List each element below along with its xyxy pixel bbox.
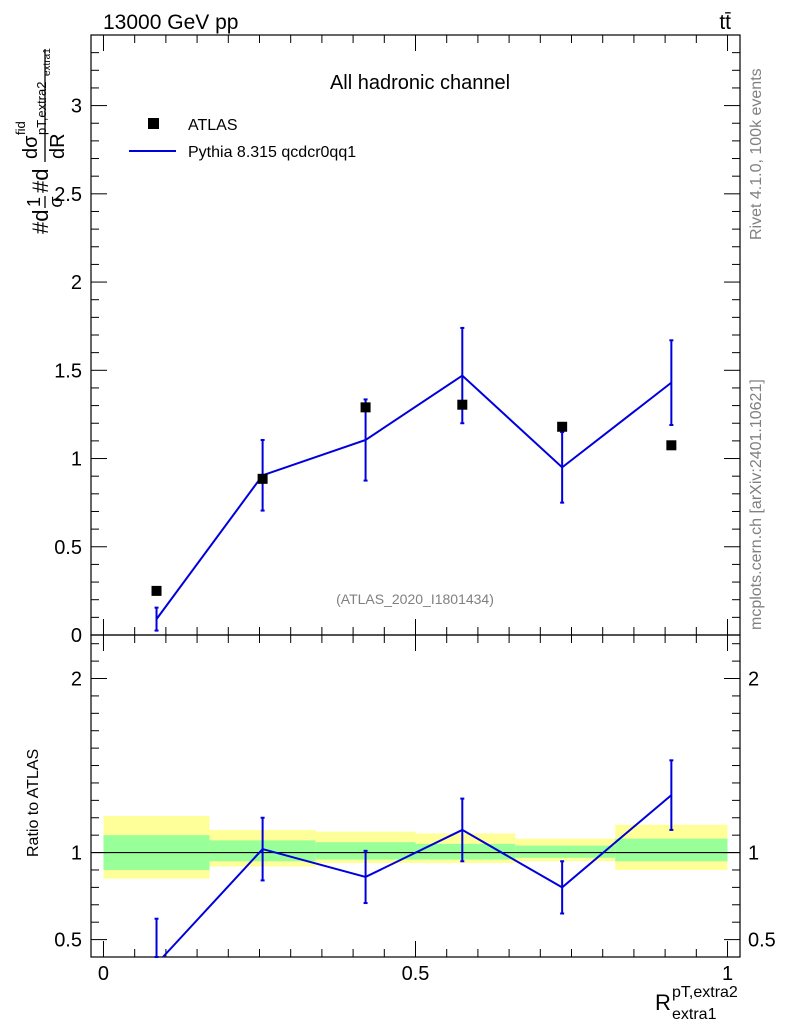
chart-title: All hadronic channel (330, 72, 510, 94)
ratio-marks (154, 759, 674, 958)
legend: ATLAS Pythia 8.315 qcdcr0qq1 (129, 117, 356, 161)
ratio-ylabel: Ratio to ATLAS (25, 749, 42, 857)
y-tick-label: 1.5 (54, 360, 82, 382)
ratio-mc-line (162, 794, 673, 958)
data-point (457, 399, 468, 410)
ylabel-frac1-den: σ (46, 196, 66, 207)
data-point (666, 440, 677, 451)
y-tick-label: 3 (71, 96, 82, 118)
ratio-y-tick-label-right: 2 (748, 669, 759, 691)
xlabel-sup: pT,extra2 (672, 984, 738, 1001)
ratio-y-tick-label-right: 1 (748, 843, 759, 865)
ylabel-frac2-num-sup: fid (13, 121, 28, 135)
mc-line (155, 374, 672, 620)
y-tick-label-zero: 0 (71, 625, 82, 647)
x-tick-label: 1 (722, 963, 733, 985)
analysis-id: (ATLAS_2020_I1801434) (336, 591, 494, 607)
ratio-axis-ticks: 0 0.5 1 0.5 0.5 1 1 2 2 (54, 635, 776, 985)
data-point (257, 473, 268, 484)
energy-label: 13000 GeV pp (103, 11, 238, 34)
legend-mc-label: Pythia 8.315 qcdcr0qq1 (188, 144, 356, 161)
ylabel-num: #d (28, 210, 53, 234)
ratio-uncertainty-bands (91, 816, 740, 879)
x-axis-title: R pT,extra2 extra1 (655, 984, 738, 1023)
ylabel-frac1-num: 1 (24, 197, 44, 207)
ylabel-mid: #d (28, 169, 53, 193)
y-tick-label: 0.5 (54, 537, 82, 559)
ratio-band-inner (415, 843, 516, 860)
main-ylabel: #d 1 σ #d dσ fid pT,extra2 extra1 dR (13, 48, 69, 234)
x-tick-label: 0 (98, 963, 109, 985)
mcplots-label: mcplots.cern.ch [arXiv:2401.10621] (748, 379, 765, 630)
ratio-y-tick-label-right: 0.5 (748, 930, 776, 952)
xlabel-sub: extra1 (672, 1006, 717, 1023)
process-label: tt̄ (719, 11, 731, 34)
main-data-marks (151, 326, 677, 632)
y-tick-label: 2 (71, 272, 82, 294)
x-tick-label: 0.5 (402, 963, 430, 985)
y-tick-label: 1 (71, 449, 82, 471)
ratio-band-inner (515, 845, 616, 858)
rivet-label: Rivet 4.1.0, 100k events (748, 68, 765, 240)
xlabel-main: R (655, 990, 671, 1015)
ylabel-frac2-num-sub: pT,extra2 (34, 82, 49, 135)
ratio-y-tick-label: 1 (71, 843, 82, 865)
legend-data-marker (148, 118, 159, 129)
y-tick-label: 2.5 (54, 184, 82, 206)
ratio-plot-frame (90, 634, 741, 958)
ylabel-frac2-num-subsub: extra1 (42, 48, 53, 76)
data-point (151, 585, 162, 596)
ratio-y-tick-label: 0.5 (54, 930, 82, 952)
ratio-band-inner (615, 838, 728, 862)
ylabel-frac2-num: dσ (20, 135, 42, 159)
main-axis-ticks: 0.5 1 1.5 2 2.5 3 0 (54, 34, 740, 647)
data-point (557, 421, 568, 432)
ratio-y-tick-label: 2 (71, 669, 82, 691)
legend-data-label: ATLAS (188, 117, 238, 134)
ylabel-frac2-den: dR (47, 133, 69, 159)
data-point (360, 402, 371, 413)
